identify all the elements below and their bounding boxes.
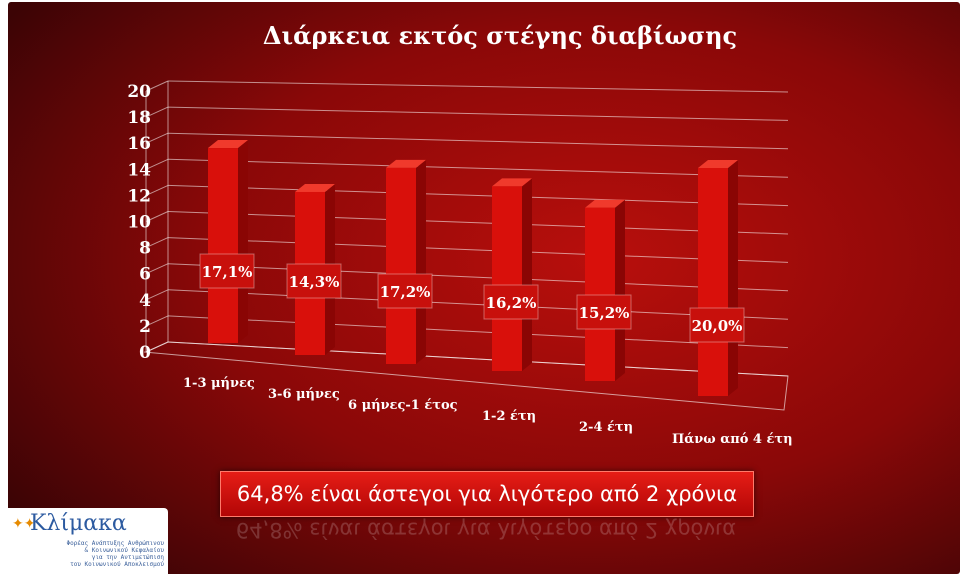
chart-floor (143, 341, 789, 411)
gridline-depth (145, 237, 169, 249)
slide: Διάρκεια εκτός στέγης διαβίωσης 0 2 4 6 8 10 1… (8, 2, 960, 574)
bar-side (522, 178, 532, 371)
y-tick-label: 6 (139, 265, 151, 285)
bar-side (238, 140, 248, 343)
summary-reflection-text: 64,8% είναι άστεγοι για λιγότερο από 2 χ… (235, 518, 737, 542)
gridline (167, 106, 789, 121)
logo: ✦✦ Κλίμακα Φορέας Ανάπτυξης Ανθρώπινου &… (8, 508, 168, 574)
bar (386, 167, 416, 364)
bar-top (386, 159, 426, 168)
bar-side (615, 199, 625, 381)
gridline (167, 80, 789, 93)
bar-side (416, 159, 426, 364)
bar-chart: Διάρκεια εκτός στέγης διαβίωσης 0 2 4 6 8 10 1… (127, 21, 793, 447)
gridline (167, 184, 789, 207)
y-tick-label: 8 (139, 239, 151, 259)
chart-title: Διάρκεια εκτός στέγης διαβίωσης (263, 21, 737, 50)
data-label-box (689, 307, 745, 343)
y-tick-label: 0 (139, 343, 151, 363)
gridline-depth (145, 315, 169, 327)
gridline-depth (145, 184, 169, 196)
gridline-depth (145, 211, 169, 222)
data-label: 14,3% (289, 273, 340, 291)
category-label: Πάνω από 4 έτη (672, 432, 793, 447)
bar-top (208, 140, 248, 149)
summary-text: 64,8% είναι άστεγοι για λιγότερο από 2 χ… (236, 482, 738, 506)
data-label-box (483, 284, 539, 320)
bar-side (728, 160, 738, 396)
gridline-depth (145, 132, 169, 144)
data-label: 15,2% (579, 304, 630, 322)
summary-banner: 64,8% είναι άστεγοι για λιγότερο από 2 χ… (220, 471, 754, 517)
gridline (167, 237, 789, 263)
data-label: 17,1% (202, 263, 253, 281)
gridline-depth (145, 263, 169, 275)
gridline-depth (145, 106, 169, 118)
y-tick-label: 2 (139, 317, 151, 337)
logo-tagline: Φορέας Ανάπτυξης Ανθρώπινου & Κοινωνικού… (66, 540, 164, 568)
data-label: 17,2% (380, 283, 431, 301)
bar (492, 186, 522, 371)
category-label: 1-3 μήνες (183, 376, 255, 391)
gridline (167, 263, 789, 292)
gridline (167, 315, 789, 349)
gridline-depth (145, 289, 169, 301)
data-label-box (199, 253, 255, 289)
gridline (167, 289, 789, 320)
gridline (167, 211, 789, 235)
data-label-box (576, 294, 632, 330)
data-label-box (377, 273, 433, 309)
gridline-depth (145, 158, 169, 170)
summary-reflection: 64,8% είναι άστεγοι για λιγότερο από 2 χ… (220, 515, 752, 545)
y-tick-label: 14 (127, 160, 151, 180)
gridline (167, 132, 789, 150)
data-label: 20,0% (692, 317, 743, 335)
y-tick-label: 20 (127, 82, 151, 102)
bar-top (492, 178, 532, 187)
y-tick-label: 12 (127, 186, 151, 206)
y-tick-label: 10 (127, 213, 151, 233)
y-tick-label: 16 (127, 134, 151, 154)
bar-top (295, 183, 335, 192)
bar (585, 207, 615, 381)
category-label: 6 μήνες-1 έτος (348, 398, 458, 413)
y-tick-label: 4 (139, 291, 151, 311)
bar-top (698, 160, 738, 168)
gridline-depth (145, 80, 169, 92)
bar (698, 168, 728, 396)
category-label: 1-2 έτη (482, 409, 536, 424)
logo-brand: Κλίμακα (30, 511, 127, 536)
data-label-box (286, 263, 342, 299)
figures-icon: ✦✦ (12, 516, 36, 532)
category-label: 2-4 έτη (579, 420, 633, 435)
gridline (167, 158, 789, 178)
category-label: 3-6 μήνες (268, 387, 340, 402)
data-label: 16,2% (486, 294, 537, 312)
y-tick-label: 18 (127, 108, 151, 128)
bar (208, 148, 238, 343)
bar-top (585, 199, 625, 208)
